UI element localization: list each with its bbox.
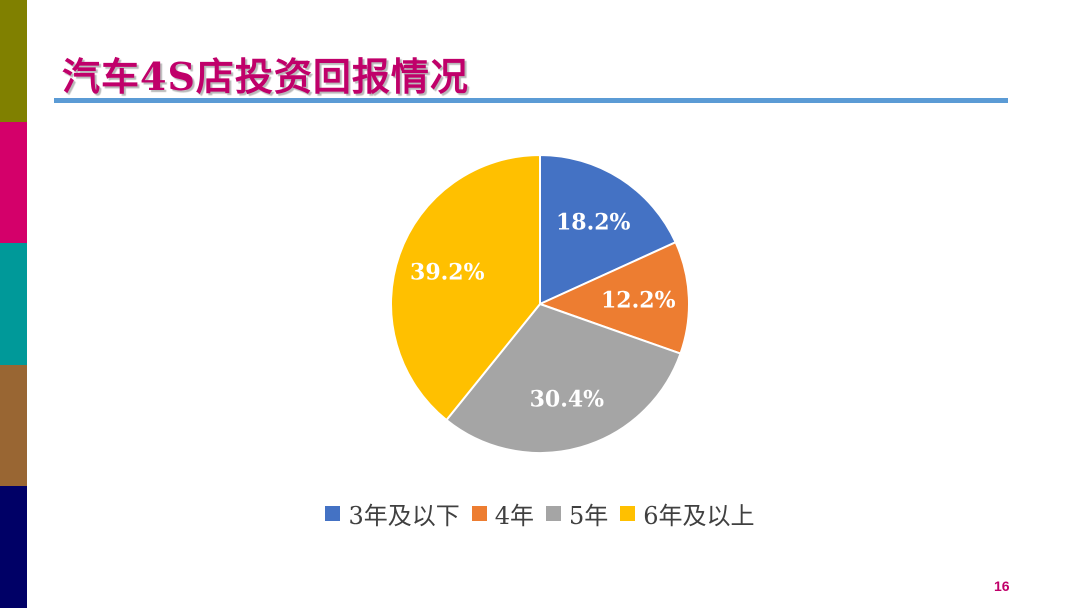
pie-slice xyxy=(539,153,677,306)
legend-label: 4年 xyxy=(494,502,534,530)
side-bar-segment xyxy=(0,364,27,487)
legend-label: 5年 xyxy=(569,502,609,530)
legend-item: 5年 xyxy=(546,496,608,531)
slice-data-label: 18.2% xyxy=(556,209,631,235)
side-bar-segment xyxy=(0,0,27,122)
side-bar-segment xyxy=(0,121,27,244)
side-bar-segment xyxy=(0,486,27,608)
legend-label: 6年及以上 xyxy=(643,502,755,530)
title-underline xyxy=(54,98,1008,103)
legend-label: 3年及以下 xyxy=(348,502,460,530)
chart-legend: 3年及以下 4年 5年 6年及以上 xyxy=(0,496,1080,531)
legend-swatch xyxy=(471,506,487,521)
slice-data-label: 30.4% xyxy=(530,387,605,413)
legend-item: 6年及以上 xyxy=(620,496,755,531)
pie-slice xyxy=(537,240,690,355)
legend-swatch xyxy=(546,506,561,521)
side-color-bar xyxy=(0,0,27,608)
legend-swatch xyxy=(620,506,636,521)
pie-slice xyxy=(445,302,682,454)
pie-slice xyxy=(390,153,541,422)
page-number: 16 xyxy=(994,578,1010,594)
legend-item: 3年及以下 xyxy=(325,496,460,531)
side-bar-segment xyxy=(0,243,27,365)
legend-swatch xyxy=(325,506,341,521)
slice-data-label: 39.2% xyxy=(410,259,485,285)
slice-data-label: 12.2% xyxy=(601,288,676,314)
page-title: 汽车4S店投资回报情况 xyxy=(62,54,469,99)
legend-item: 4年 xyxy=(471,496,534,531)
